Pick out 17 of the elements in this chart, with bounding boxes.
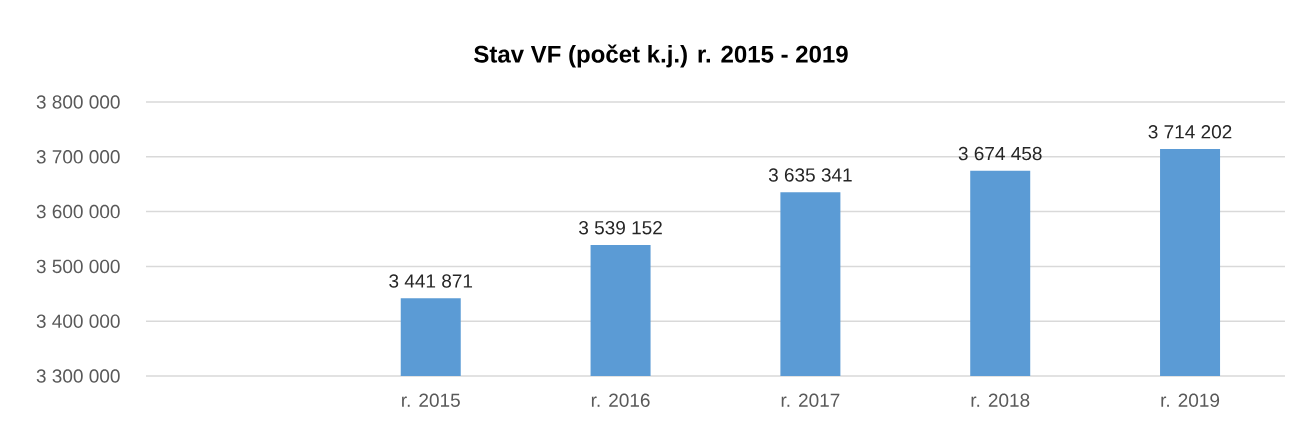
x-tick-label: r. 2018	[971, 393, 1030, 407]
y-tick-label: 3 500 000	[36, 259, 120, 274]
x-tick-label: r. 2019	[1161, 393, 1220, 407]
x-tick-label: r. 2015	[402, 393, 460, 407]
data-label: 3 714 202	[1148, 125, 1232, 139]
y-tick-label: 3 300 000	[36, 369, 120, 383]
y-tick-label: 3 600 000	[36, 204, 120, 219]
data-label: 3 674 458	[958, 146, 1042, 161]
y-tick-label: 3 800 000	[36, 95, 120, 109]
data-label: 3 441 871	[389, 274, 473, 288]
x-tick-label: r. 2017	[781, 393, 840, 407]
data-label: 3 539 152	[579, 220, 662, 235]
y-tick-label: 3 700 000	[36, 150, 120, 164]
x-tick-label: r. 2016	[591, 393, 650, 407]
chart-title: Stav VF (počet k.j.) r. 2015 - 2019	[474, 44, 848, 68]
y-tick-label: 3 400 000	[36, 314, 120, 328]
data-label: 3 635 341	[768, 168, 852, 182]
